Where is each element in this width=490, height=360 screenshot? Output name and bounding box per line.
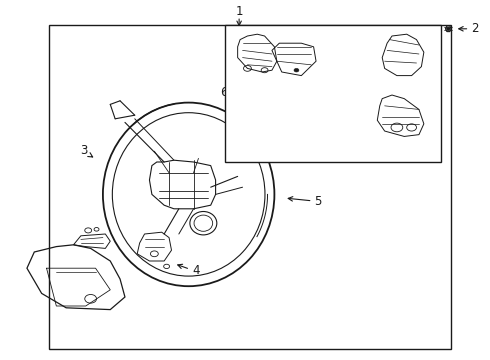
Circle shape — [446, 27, 450, 30]
Text: 1: 1 — [235, 5, 243, 18]
Text: 2: 2 — [471, 22, 479, 35]
Text: 9: 9 — [413, 130, 420, 143]
Text: 6: 6 — [220, 86, 228, 99]
Bar — [49, 25, 451, 349]
Ellipse shape — [194, 215, 213, 231]
Ellipse shape — [112, 113, 265, 276]
Text: 4: 4 — [192, 264, 199, 277]
Text: 5: 5 — [315, 195, 322, 208]
Text: 7: 7 — [398, 94, 406, 107]
Bar — [225, 25, 441, 162]
Text: 8: 8 — [233, 65, 240, 78]
Text: 3: 3 — [80, 144, 88, 157]
Circle shape — [294, 68, 299, 72]
